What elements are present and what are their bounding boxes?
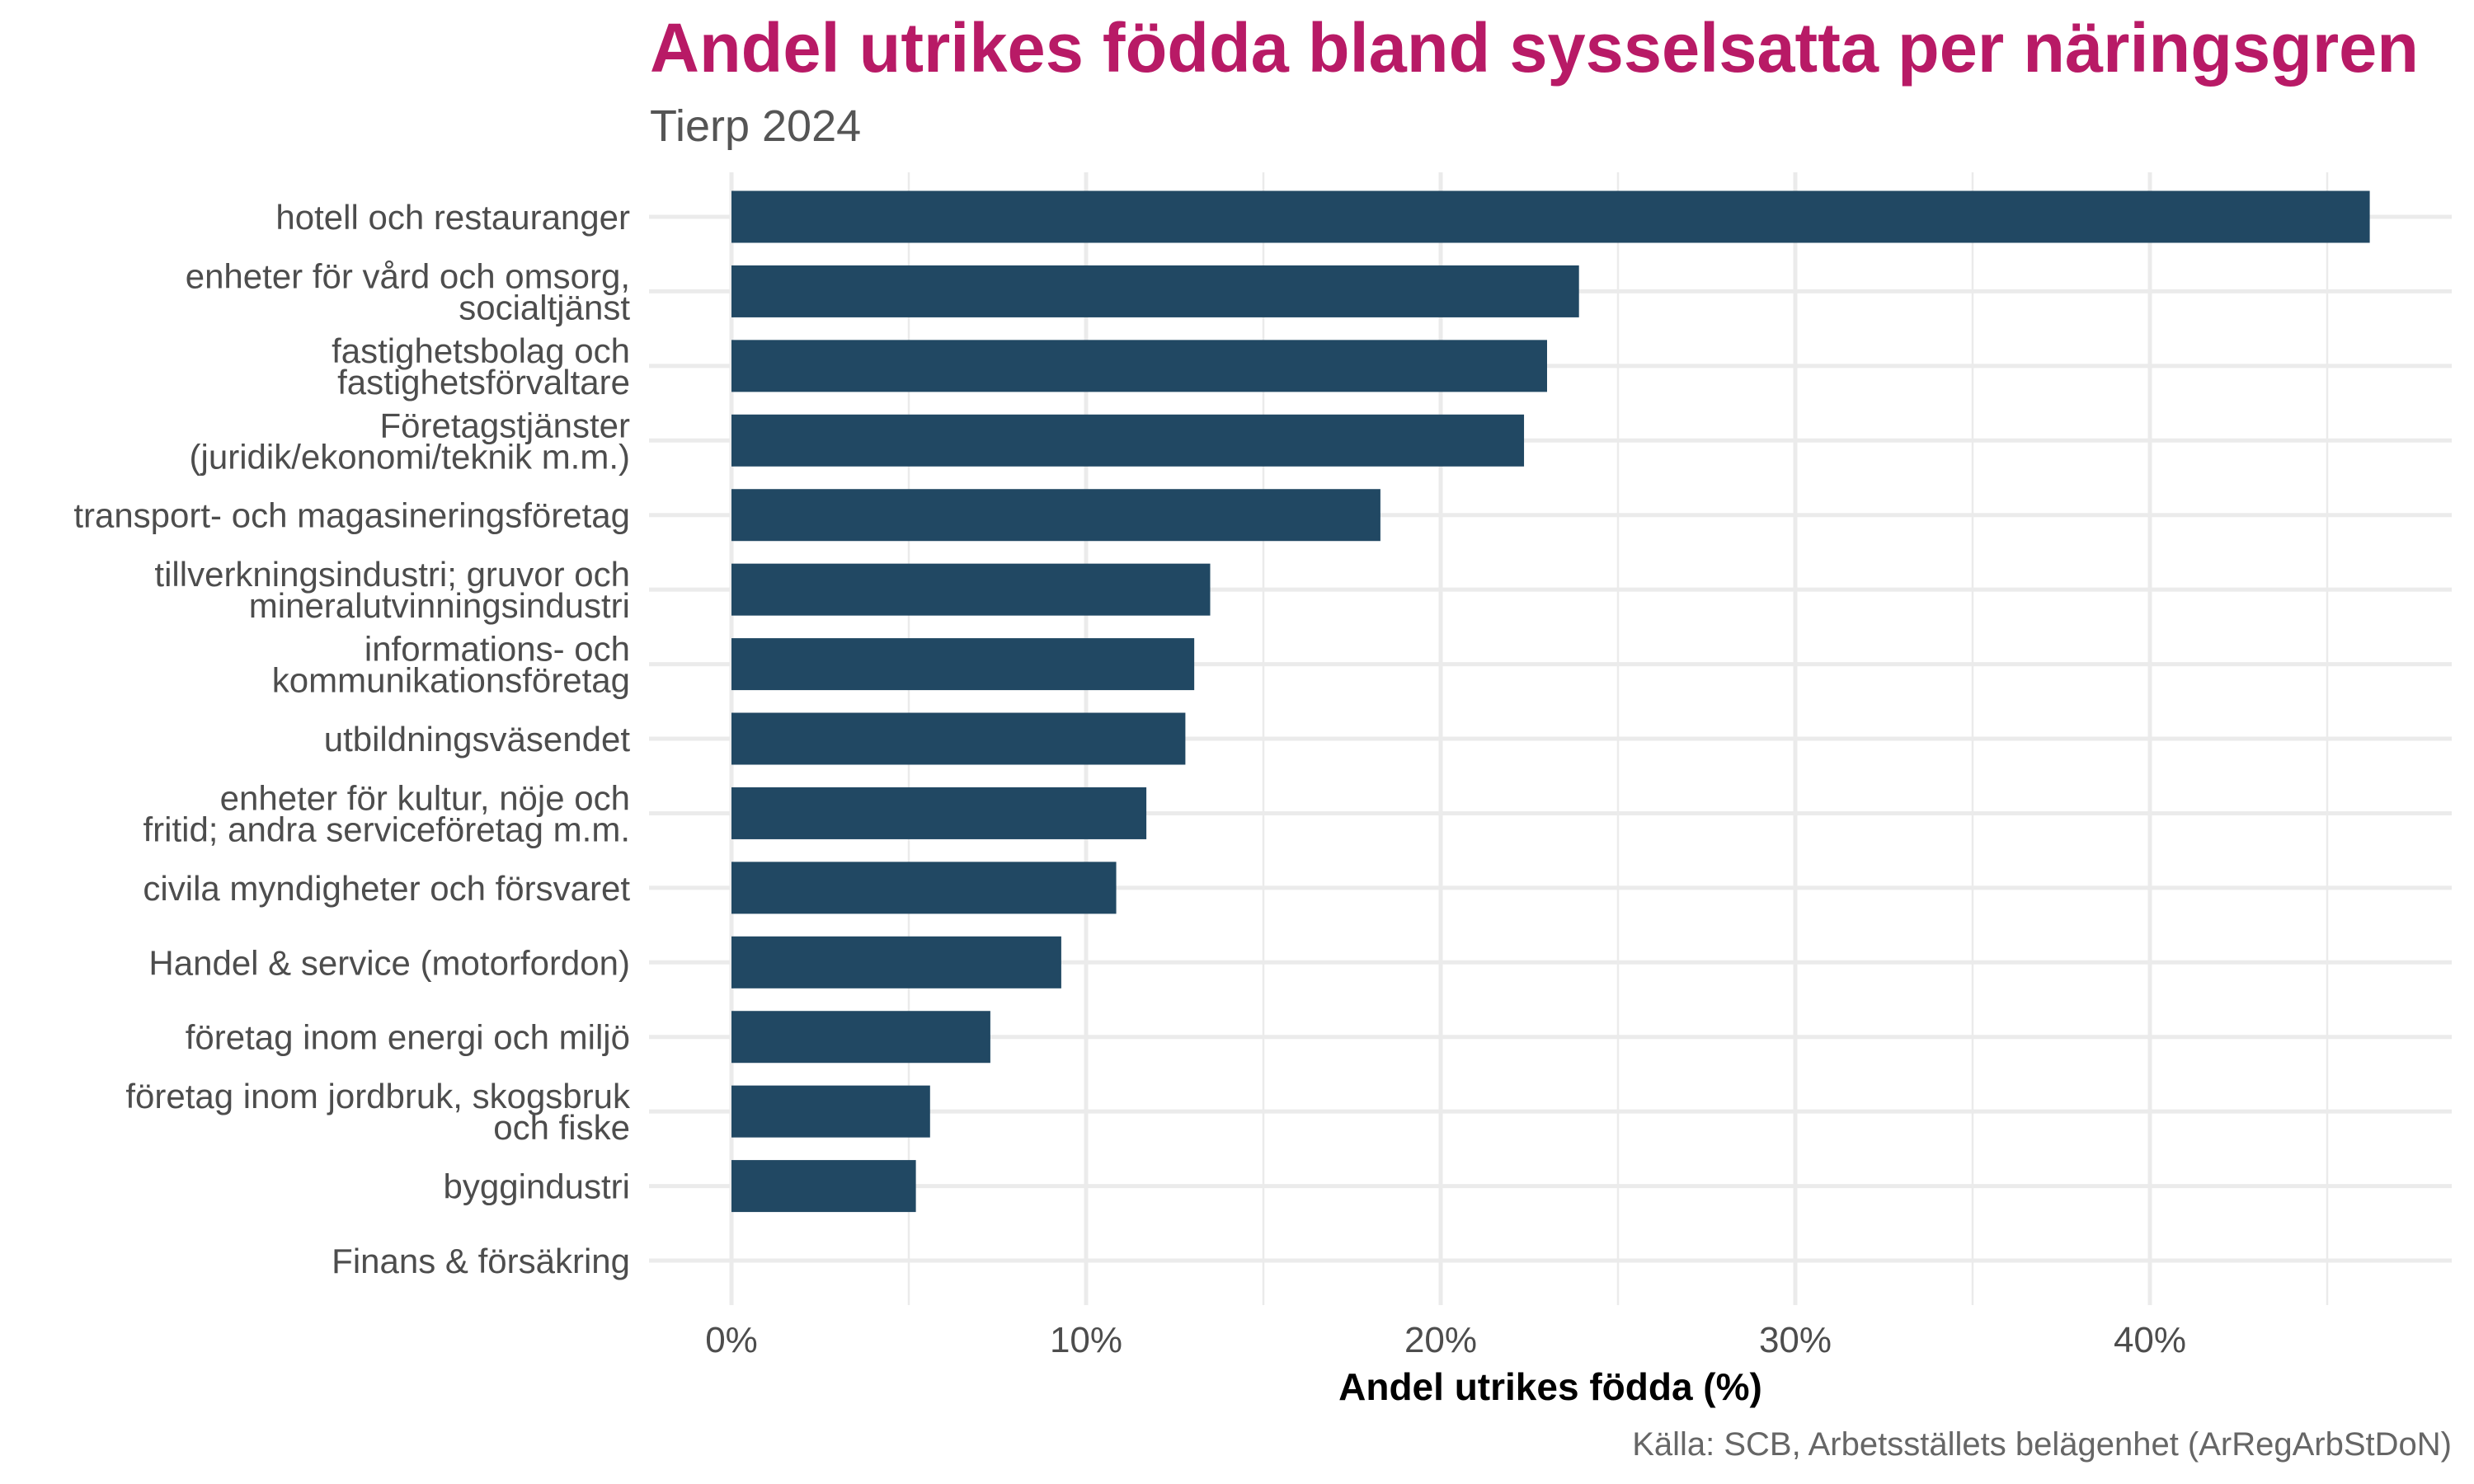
y-axis-label-line: Finans & försäkring	[332, 1242, 630, 1280]
y-axis-label: informations- och kommunikationsföretag	[272, 630, 630, 700]
y-axis-label: tillverkningsindustri; gruvor och mineral…	[154, 555, 630, 625]
y-axis-label: enheter för kultur, nöje och fritid; andr…	[143, 778, 630, 848]
y-axis-label: Finans & försäkring	[332, 1242, 630, 1280]
y-axis-label-line: transport- och magasineringsföretag	[73, 496, 630, 535]
y-axis-label: fastighetsbolag och fastighetsförvaltare	[332, 331, 630, 402]
y-axis-label: transport- och magasineringsföretag	[73, 496, 630, 535]
plot-panel	[649, 172, 2452, 1305]
y-axis-label-line: företag inom jordbruk, skogsbruk	[125, 1077, 631, 1115]
bar	[731, 1085, 930, 1138]
y-axis-label-line: civila myndigheter och försvaret	[143, 869, 630, 908]
y-axis-label-line: företag inom energi och miljö	[186, 1018, 630, 1057]
y-axis-label: enheter för vård och omsorg, socialtjänst	[186, 256, 631, 326]
bar	[731, 340, 1547, 392]
y-axis-label-line: (juridik/ekonomi/teknik m.m.)	[190, 437, 630, 476]
y-axis-label-line: Företagstjänster	[380, 406, 630, 444]
bar	[731, 1160, 916, 1213]
y-axis-label-line: mineralutvinningsindustri	[249, 586, 630, 625]
y-axis-label: hotell och restauranger	[275, 198, 630, 237]
y-axis-label: civila myndigheter och försvaret	[143, 869, 630, 908]
x-tick-label: 30%	[1759, 1320, 1832, 1360]
y-axis-label: företag inom energi och miljö	[186, 1018, 630, 1057]
x-axis-tick-labels: 0% 10% 20% 30% 40%	[705, 1320, 2186, 1360]
bar	[731, 190, 2370, 243]
y-axis-label-line: enheter för vård och omsorg,	[186, 256, 630, 295]
bars	[731, 190, 2370, 1213]
y-axis-label: byggindustri	[444, 1167, 630, 1206]
chart-title: Andel utrikes födda bland sysselsatta pe…	[650, 9, 2419, 87]
y-axis-label-line: utbildningsväsendet	[324, 720, 631, 758]
bar	[731, 638, 1195, 691]
y-axis-label-line: kommunikationsföretag	[272, 661, 630, 700]
y-axis-label: företag inom jordbruk, skogsbruk och fisk…	[125, 1077, 631, 1147]
y-axis-label: Handel & service (motorfordon)	[148, 943, 630, 982]
y-axis-label-line: och fiske	[493, 1108, 630, 1147]
bar	[731, 787, 1147, 839]
bar	[731, 712, 1186, 765]
y-axis-label-line: informations- och	[365, 630, 630, 669]
y-axis-label-line: tillverkningsindustri; gruvor och	[154, 555, 630, 594]
chart-subtitle: Tierp 2024	[650, 101, 861, 151]
x-tick-label: 10%	[1050, 1320, 1122, 1360]
y-axis-label: Företagstjänster (juridik/ekonomi/teknik …	[190, 406, 630, 476]
bar	[731, 862, 1117, 914]
y-axis-label-line: fastighetsförvaltare	[337, 363, 630, 402]
x-axis-title: Andel utrikes födda (%)	[1338, 1365, 1762, 1408]
y-axis-label: utbildningsväsendet	[324, 720, 631, 758]
x-tick-label: 0%	[705, 1320, 758, 1360]
x-tick-label: 40%	[2114, 1320, 2186, 1360]
y-axis-label-line: socialtjänst	[459, 288, 630, 326]
y-axis-label-line: byggindustri	[444, 1167, 630, 1206]
bar	[731, 414, 1525, 467]
y-axis-label-line: fritid; andra serviceföretag m.m.	[143, 810, 630, 848]
y-axis-label-line: fastighetsbolag och	[332, 331, 630, 370]
bar	[731, 936, 1061, 989]
y-axis-label-line: enheter för kultur, nöje och	[220, 778, 630, 817]
y-axis-label-line: Handel & service (motorfordon)	[148, 943, 630, 982]
bar	[731, 563, 1211, 616]
x-tick-label: 20%	[1404, 1320, 1477, 1360]
chart-caption: Källa: SCB, Arbetsställets belägenhet (A…	[1632, 1426, 2452, 1463]
bar	[731, 265, 1579, 317]
y-axis-labels: hotell och restauranger enheter för vård …	[73, 198, 631, 1280]
y-axis-label-line: hotell och restauranger	[275, 198, 630, 237]
bar	[731, 489, 1380, 542]
bar	[731, 1011, 990, 1064]
